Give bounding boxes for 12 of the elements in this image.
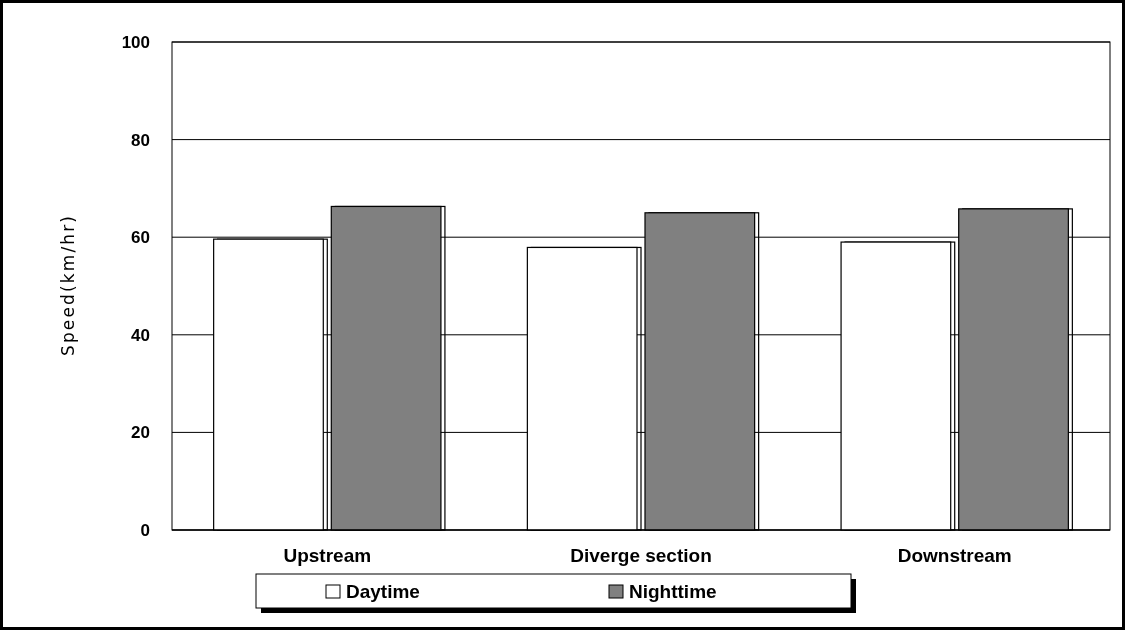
y-axis-title: Speed(km/hr) [58,216,78,356]
y-tick-label: 0 [140,520,150,540]
y-tick-label: 20 [131,423,150,443]
y-tick-label: 60 [131,228,150,248]
legend-label: Daytime [346,581,420,602]
x-tick-label: Downstream [897,545,1012,566]
x-tick-label: Diverge section [570,545,712,566]
legend-label: Nighttime [629,581,717,602]
y-tick-label: 40 [131,325,150,345]
y-tick-label: 100 [121,32,150,52]
y-tick-label: 80 [131,130,150,150]
x-tick-label: Upstream [283,545,372,566]
